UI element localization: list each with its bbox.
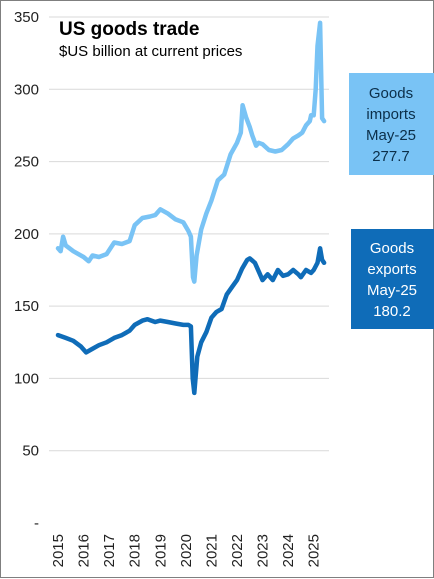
y-tick-label: 100 bbox=[14, 370, 39, 387]
x-tick-label: 2017 bbox=[101, 534, 118, 567]
imports-annotation-line-1: Goods bbox=[369, 85, 413, 102]
imports-annotation-line-2: imports bbox=[366, 106, 415, 123]
exports-annotation-line-4: 180.2 bbox=[373, 303, 411, 320]
x-axis-ticks: 2015 2016 2017 2018 2019 2020 2021 2022 2023 2024… bbox=[50, 534, 323, 567]
exports-series-line bbox=[55, 246, 327, 396]
y-tick-label: 150 bbox=[14, 298, 39, 315]
x-tick-label: 2020 bbox=[178, 534, 195, 567]
chart-title: US goods trade bbox=[59, 19, 199, 40]
imports-annotation-box bbox=[349, 73, 434, 175]
x-tick-label: 2022 bbox=[229, 534, 246, 567]
x-tick-label: 2021 bbox=[203, 534, 220, 567]
x-tick-label: 2018 bbox=[127, 534, 144, 567]
x-tick-label: 2016 bbox=[76, 534, 93, 567]
x-tick-label: 2019 bbox=[152, 534, 169, 567]
y-tick-label: 300 bbox=[14, 81, 39, 98]
exports-annotation-box bbox=[351, 229, 434, 329]
y-tick-label: 50 bbox=[22, 443, 39, 460]
x-tick-label: 2024 bbox=[280, 534, 297, 567]
imports-annotation-line-4: 277.7 bbox=[372, 148, 410, 165]
chart-subtitle: $US billion at current prices bbox=[59, 43, 242, 60]
x-tick-label: 2015 bbox=[50, 534, 67, 567]
y-tick-label: 250 bbox=[14, 154, 39, 171]
y-tick-label: 200 bbox=[14, 226, 39, 243]
exports-annotation-line-2: exports bbox=[367, 261, 416, 278]
gridlines bbox=[49, 16, 329, 452]
x-tick-label: 2025 bbox=[306, 534, 323, 567]
y-axis-ticks: - 50 100 150 200 250 300 350 bbox=[14, 9, 39, 532]
series-lines bbox=[55, 20, 327, 396]
imports-series-line bbox=[55, 20, 327, 284]
imports-annotation: Goods imports May-25 277.7 bbox=[349, 73, 434, 175]
exports-annotation-line-3: May-25 bbox=[367, 282, 417, 299]
y-tick-label: - bbox=[34, 515, 39, 532]
imports-annotation-line-3: May-25 bbox=[366, 127, 416, 144]
exports-annotation: Goods exports May-25 180.2 bbox=[351, 229, 434, 329]
exports-annotation-line-1: Goods bbox=[370, 240, 414, 257]
y-tick-label: 350 bbox=[14, 9, 39, 26]
x-tick-label: 2023 bbox=[255, 534, 272, 567]
